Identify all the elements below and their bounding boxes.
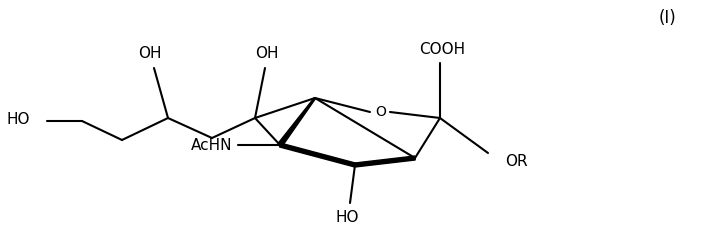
Polygon shape: [280, 143, 355, 167]
Text: COOH: COOH: [419, 42, 465, 58]
Text: OH: OH: [138, 46, 161, 62]
Text: HO: HO: [6, 113, 30, 127]
Polygon shape: [278, 97, 316, 147]
Text: O: O: [375, 105, 387, 119]
Text: HO: HO: [336, 211, 359, 226]
Text: OR: OR: [505, 153, 527, 169]
Text: AcHN: AcHN: [190, 138, 232, 152]
Polygon shape: [355, 156, 415, 167]
Text: (I): (I): [659, 9, 677, 27]
Text: OH: OH: [256, 46, 279, 62]
